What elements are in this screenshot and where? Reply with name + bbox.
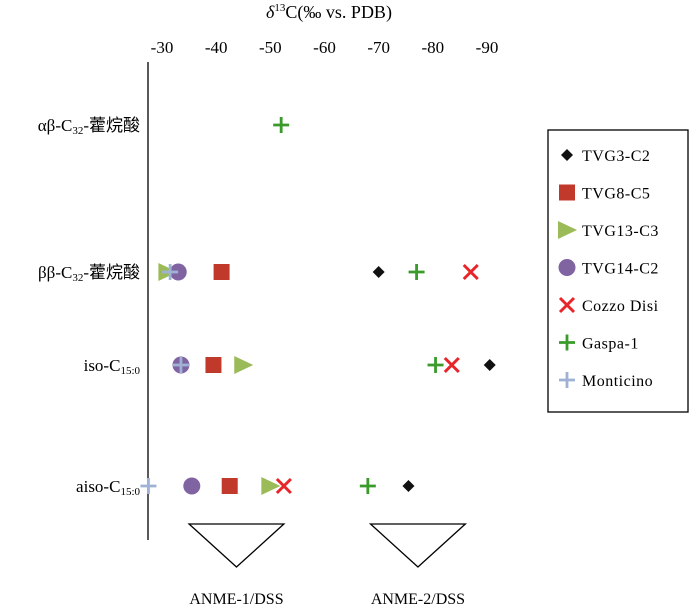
category-label-subscript: 15:0: [120, 486, 140, 498]
x-axis-title: δ13C(‰ vs. PDB): [266, 2, 392, 23]
group-bracket: [187, 523, 286, 568]
legend-label: TVG3-C2: [582, 148, 650, 165]
point-gaspa-1: [273, 117, 290, 133]
category-label: ββ-C32-藿烷酸: [38, 263, 140, 284]
x-tick-label: -30: [151, 38, 174, 57]
point-tvg3-c2: [372, 266, 385, 278]
legend-label: Cozzo Disi: [582, 298, 659, 315]
category-label: iso-C15:0: [84, 356, 141, 377]
legend-marker-tvg13-c3: [558, 221, 577, 239]
category-label-subscript: 32: [72, 272, 83, 284]
category-label-suffix: -藿烷酸: [83, 263, 140, 282]
point-gaspa-1: [408, 264, 425, 280]
legend-marker-cozzo-disi: [558, 296, 576, 314]
point-cozzo-disi: [443, 356, 460, 374]
legend-marker-tvg3-c2: [561, 149, 573, 161]
category-label: aiso-C15:0: [76, 477, 140, 498]
point-cozzo-disi: [275, 477, 292, 495]
point-cozzo-disi: [462, 263, 479, 281]
x-tick-label: -40: [205, 38, 228, 57]
point-tvg14-c2: [183, 477, 201, 495]
legend-label: TVG13-C3: [582, 223, 659, 240]
category-label-suffix: -藿烷酸: [83, 116, 140, 135]
x-axis-title-delta: δ: [266, 2, 275, 22]
point-gaspa-1: [359, 478, 376, 494]
group-label: ANME-1/DSS: [189, 591, 283, 608]
point-monticino: [162, 264, 179, 280]
point-monticino: [140, 478, 157, 494]
category-label-subscript: 15:0: [120, 365, 140, 377]
legend-marker-tvg8-c5: [559, 184, 575, 201]
x-tick-label: -90: [476, 38, 499, 57]
category-label-main: aiso-C: [76, 477, 120, 496]
group-brackets: ANME-1/DSS ANME-2/DSS: [187, 523, 468, 608]
legend: TVG3-C2 TVG8-C5 TVG13-C3 TVG14-C2 Cozzo Disi…: [547, 129, 689, 413]
x-tick-labels: -30 -40 -50 -60 -70 -80 -90: [151, 38, 499, 57]
point-tvg13-c3: [261, 477, 281, 495]
point-tvg8-c5: [221, 478, 238, 494]
data-points: [140, 117, 496, 495]
x-tick-label: -80: [421, 38, 444, 57]
x-axis-title-superscript: 13: [274, 2, 286, 14]
x-tick-label: -70: [367, 38, 390, 57]
category-label-main: αβ-C: [38, 116, 73, 135]
legend-label: Monticino: [582, 373, 653, 390]
legend-label: TVG14-C2: [582, 261, 659, 278]
point-tvg14-c2: [169, 263, 187, 281]
category-label-main: iso-C: [84, 356, 121, 375]
x-tick-label: -50: [259, 38, 282, 57]
legend-label: TVG8-C5: [582, 186, 650, 203]
point-monticino: [172, 357, 189, 373]
group-label: ANME-2/DSS: [371, 591, 465, 608]
legend-marker-monticino: [559, 372, 575, 388]
category-label: αβ-C32-藿烷酸: [38, 116, 140, 137]
legend-marker-gaspa-1: [559, 334, 575, 351]
point-tvg8-c5: [205, 357, 222, 373]
category-label-main: ββ-C: [38, 263, 72, 282]
x-tick-label: -60: [313, 38, 336, 57]
legend-label: Gaspa-1: [582, 336, 639, 353]
legend-marker-tvg14-c2: [558, 259, 576, 276]
category-label-subscript: 32: [72, 125, 83, 137]
point-gaspa-1: [427, 357, 444, 373]
x-axis-title-text: C(‰ vs. PDB): [285, 2, 392, 23]
point-tvg3-c2: [402, 480, 415, 492]
svg-text:δ13C(‰ vs. PDB): δ13C(‰ vs. PDB): [266, 2, 392, 23]
point-tvg13-c3: [234, 356, 254, 374]
point-tvg8-c5: [213, 264, 230, 280]
group-bracket: [368, 523, 468, 568]
point-tvg3-c2: [483, 359, 496, 371]
